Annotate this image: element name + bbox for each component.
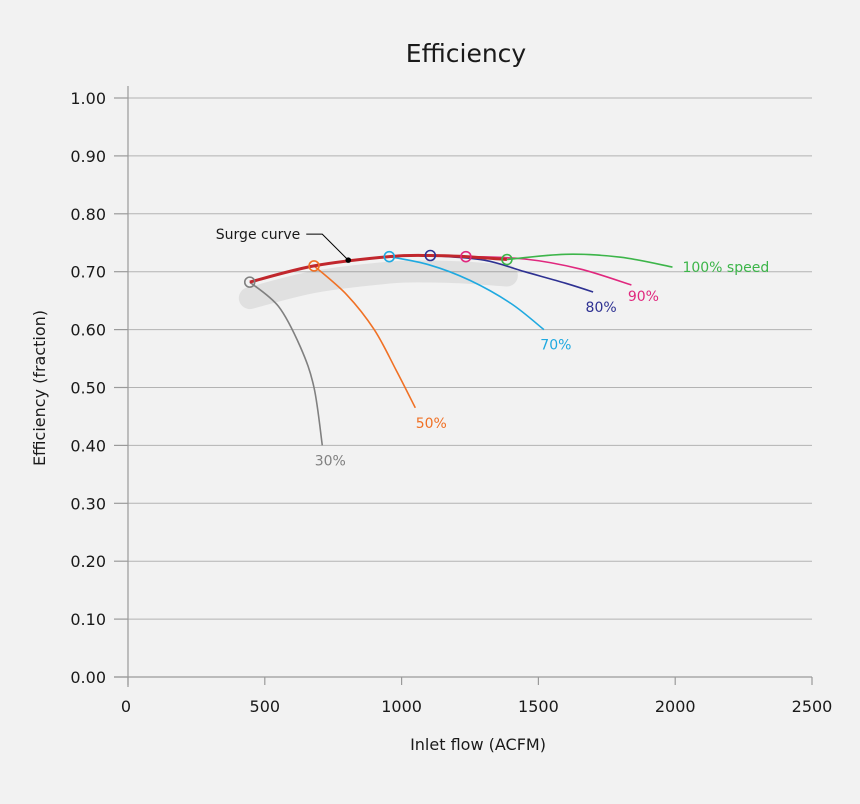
x-tick-label: 500	[250, 697, 281, 716]
speed-line-5	[506, 253, 673, 268]
surge-curve-line	[249, 253, 507, 284]
x-tick-label: 2000	[655, 697, 696, 716]
series-label-2: 70%	[540, 338, 571, 354]
surge-point-2	[383, 250, 396, 263]
x-tick-label: 1500	[518, 697, 559, 716]
surge-point-3	[424, 249, 437, 262]
y-tick-label: 0.20	[70, 552, 106, 571]
surge-curve-leader	[306, 233, 349, 261]
y-tick-label: 0.90	[70, 147, 106, 166]
y-tick-label: 0.30	[70, 494, 106, 513]
series-label-0: 30%	[315, 453, 346, 469]
surge-point-5	[501, 253, 513, 266]
y-tick-label: 0.60	[70, 321, 106, 340]
x-tick-label: 0	[121, 697, 131, 716]
surge-curve-shadow	[238, 260, 518, 310]
speed-line-1	[313, 265, 417, 409]
series-label-1: 50%	[416, 416, 447, 432]
y-tick-label: 0.00	[70, 668, 106, 687]
y-tick-label: 0.40	[70, 436, 106, 455]
surge-curve-label: Surge curve	[216, 227, 300, 243]
x-tick-label: 1000	[381, 697, 422, 716]
marker-layer	[243, 233, 513, 288]
y-tick-label: 0.50	[70, 379, 106, 398]
speed-line-2	[389, 255, 545, 331]
label-layer: 30% 50% 70% 80% 90% 100% speed Surge curve	[216, 227, 769, 469]
series-label-4: 90%	[628, 289, 659, 305]
series-layer	[238, 253, 673, 446]
chart-title: Efficiency	[406, 39, 527, 68]
x-tick-label: 2500	[792, 697, 833, 716]
y-tick-label: 0.10	[70, 610, 106, 629]
y-tick-label: 0.70	[70, 263, 106, 282]
y-tick-label: 0.80	[70, 205, 106, 224]
series-label-5: 100% speed	[682, 260, 769, 276]
surge-point-4	[460, 250, 472, 263]
grid-layer	[128, 97, 812, 678]
surge-point-0	[243, 276, 256, 288]
series-label-3: 80%	[586, 300, 617, 316]
y-tick-label: 1.00	[70, 89, 106, 108]
speed-line-0	[249, 281, 324, 446]
y-axis-label: Efficiency (fraction)	[30, 310, 49, 466]
x-axis-label: Inlet flow (ACFM)	[410, 735, 546, 754]
axis-layer: 0.00 0.10 0.20 0.30 0.40 0.50 0.60 0.70 0.80 0.90…	[70, 86, 832, 716]
surge-point-1	[308, 260, 320, 272]
